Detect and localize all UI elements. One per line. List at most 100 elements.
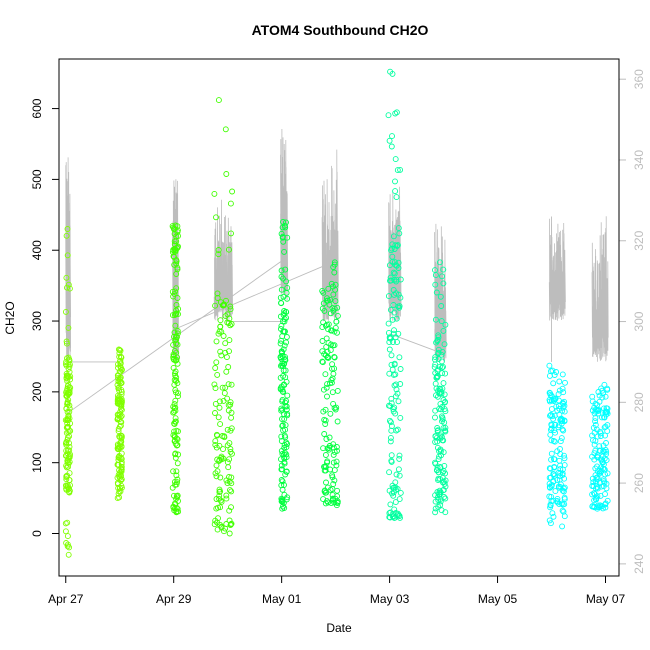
data-point <box>440 327 447 334</box>
data-point <box>227 399 234 406</box>
data-point <box>595 389 602 395</box>
data-point <box>385 112 392 119</box>
data-point <box>546 480 553 487</box>
data-point <box>278 405 285 412</box>
data-point <box>602 491 608 498</box>
data-point <box>326 434 333 441</box>
data-point <box>284 412 291 419</box>
data-point <box>283 398 290 405</box>
data-point <box>393 386 400 393</box>
data-point <box>173 357 180 363</box>
data-point <box>391 309 398 316</box>
data-point <box>592 418 599 425</box>
data-point <box>215 414 222 421</box>
data-point <box>552 395 559 402</box>
data-point <box>592 408 599 415</box>
data-point <box>222 340 229 347</box>
data-point <box>172 415 179 422</box>
data-point <box>435 334 442 341</box>
data-point <box>329 365 335 372</box>
data-point <box>219 384 226 391</box>
data-point <box>603 485 610 492</box>
data-point <box>118 450 125 457</box>
data-point <box>596 470 603 477</box>
data-point <box>279 422 286 429</box>
data-point <box>549 367 556 374</box>
data-point <box>548 406 555 413</box>
data-point <box>226 530 233 537</box>
data-point <box>604 470 611 477</box>
data-point <box>65 463 72 470</box>
line-segment <box>548 218 566 321</box>
data-point <box>388 452 395 459</box>
data-point <box>435 503 442 510</box>
data-point <box>283 406 290 413</box>
data-point <box>391 506 398 513</box>
data-point <box>559 472 566 479</box>
data-point <box>604 405 611 412</box>
data-point <box>330 459 337 466</box>
data-point <box>332 495 339 502</box>
data-point <box>559 399 566 406</box>
data-point <box>591 504 598 511</box>
data-point <box>550 513 557 520</box>
data-point <box>226 456 233 463</box>
data-point <box>386 339 393 346</box>
data-point <box>215 251 222 258</box>
data-point <box>213 431 220 438</box>
data-point <box>282 434 289 441</box>
data-point <box>551 412 558 419</box>
data-point <box>604 385 611 392</box>
data-point <box>550 497 557 504</box>
data-point <box>65 324 72 331</box>
data-point <box>432 354 439 361</box>
data-point <box>214 371 221 378</box>
data-point <box>397 166 404 173</box>
data-point <box>556 387 563 394</box>
data-point <box>175 451 182 458</box>
data-point <box>552 429 559 436</box>
data-point <box>390 406 397 413</box>
data-point <box>557 438 564 445</box>
data-point <box>439 370 446 377</box>
data-point <box>385 320 392 327</box>
data-point <box>439 414 446 421</box>
data-point <box>440 266 447 273</box>
y-tick-label: 100 <box>30 452 44 472</box>
data-point <box>440 363 446 370</box>
data-point <box>561 455 568 462</box>
data-point <box>283 339 290 346</box>
data-point <box>589 491 596 498</box>
data-point <box>442 398 449 405</box>
data-point <box>440 280 447 287</box>
data-point <box>396 452 403 459</box>
data-point <box>329 474 336 481</box>
data-point <box>63 340 70 347</box>
data-point <box>64 284 70 291</box>
data-point <box>397 414 404 421</box>
data-point <box>390 408 397 415</box>
data-point <box>559 426 566 433</box>
data-point <box>334 329 340 336</box>
data-point <box>214 456 221 463</box>
data-point <box>174 328 181 334</box>
data-point <box>65 281 72 288</box>
data-point <box>439 364 445 371</box>
data-point <box>277 340 284 347</box>
data-point <box>63 473 70 480</box>
data-point <box>546 493 553 500</box>
y-tick-label: 300 <box>30 311 44 331</box>
data-point <box>278 482 285 489</box>
data-point <box>174 360 181 367</box>
data-point <box>547 484 553 491</box>
data-point <box>438 303 445 309</box>
data-point <box>442 470 449 477</box>
data-point <box>211 190 218 197</box>
data-point <box>174 295 181 301</box>
data-point <box>116 473 123 480</box>
data-point <box>394 167 401 174</box>
data-point <box>64 252 71 259</box>
data-point <box>171 401 178 408</box>
data-point <box>598 456 604 463</box>
data-point <box>283 334 290 340</box>
